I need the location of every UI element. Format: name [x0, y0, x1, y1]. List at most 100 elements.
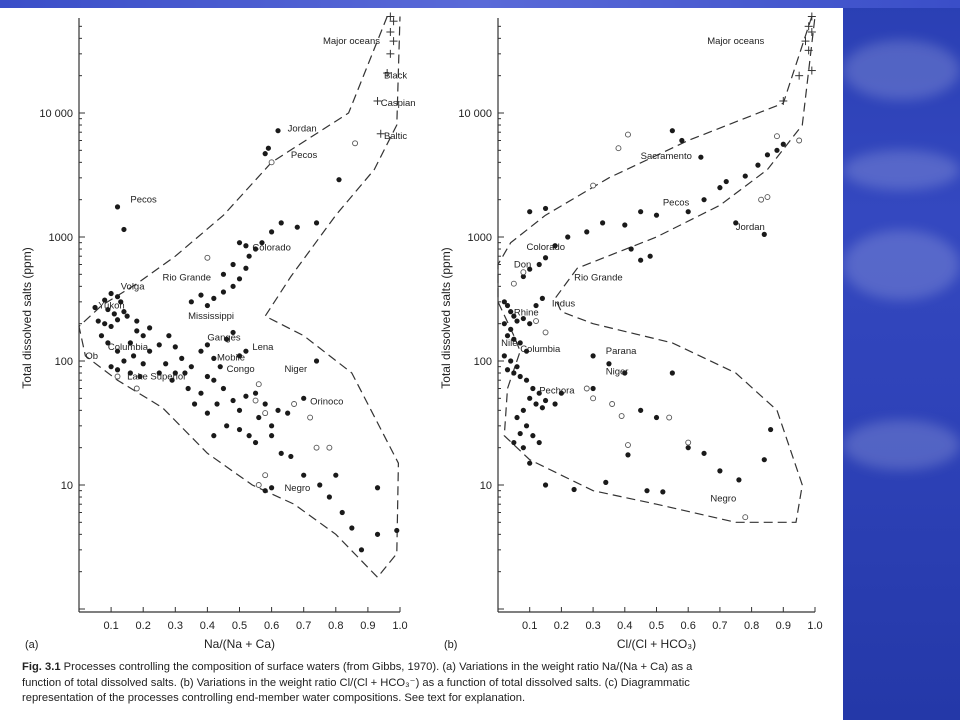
data-point-filled	[520, 445, 526, 451]
data-point-filled	[530, 385, 536, 392]
data-point-filled	[358, 547, 365, 553]
data-point-filled	[111, 311, 117, 317]
x-tick-label: 0.7	[712, 620, 727, 632]
data-point-filled	[504, 302, 511, 309]
data-point-open	[542, 329, 549, 336]
data-point-filled	[638, 209, 644, 215]
x-tick-label: 0.3	[168, 620, 183, 632]
data-point-filled	[108, 323, 114, 330]
data-point-filled	[603, 479, 609, 485]
data-point-open	[255, 482, 262, 488]
data-point-filled	[230, 397, 236, 404]
data-point-filled	[211, 295, 217, 301]
data-point-filled	[527, 266, 533, 272]
x-tick-label: 0.2	[136, 620, 151, 632]
data-point-filled	[511, 370, 517, 376]
data-point-filled	[108, 364, 114, 370]
data-point-filled	[278, 220, 284, 226]
data-point-filled	[764, 152, 771, 158]
y-axis-label: Total dissolved salts (ppm)	[20, 247, 34, 388]
y-tick-label: 10	[61, 480, 73, 492]
x-tick-label: 0.3	[585, 620, 600, 632]
data-point-filled	[514, 318, 520, 324]
data-point-filled	[625, 452, 631, 458]
data-point-open	[625, 442, 631, 448]
data-point-filled	[517, 430, 523, 437]
annotation-label: Niger	[284, 364, 307, 375]
caption-line-1: Fig. 3.1 Processes controlling the compo…	[22, 660, 837, 676]
data-point-filled	[198, 348, 204, 354]
annotation-label: Mississippi	[188, 311, 234, 322]
data-point-filled	[733, 220, 739, 226]
data-point-filled	[211, 433, 217, 439]
x-tick-label: 0.1	[522, 620, 537, 632]
data-point-filled	[204, 410, 210, 416]
data-point-filled	[236, 276, 243, 282]
data-point-open	[313, 444, 320, 451]
data-point-filled	[246, 433, 252, 439]
annotation-label: Rhine	[514, 308, 539, 319]
caption-fig-label: Fig. 3.1	[22, 661, 61, 673]
data-point-filled	[622, 222, 628, 228]
data-point-filled	[317, 482, 323, 488]
data-point-filled	[539, 405, 545, 411]
data-point-filled	[742, 173, 748, 179]
data-point-filled	[552, 243, 558, 249]
data-point-filled	[156, 342, 162, 348]
data-point-filled	[220, 385, 227, 392]
data-point-filled	[504, 367, 511, 373]
data-point-filled	[520, 273, 526, 280]
data-point-filled	[374, 531, 381, 537]
data-point-open	[758, 196, 765, 203]
data-point-filled	[114, 204, 121, 210]
data-point-filled	[92, 304, 98, 311]
data-point-filled	[584, 229, 590, 235]
data-point-open	[326, 444, 333, 451]
data-point-filled	[527, 395, 533, 401]
data-point-filled	[701, 197, 707, 203]
data-point-filled	[761, 231, 767, 237]
background-wave	[843, 40, 960, 100]
data-point-filled	[147, 325, 153, 331]
data-point-filled	[114, 294, 121, 300]
data-point-filled	[774, 147, 780, 153]
data-point-filled	[262, 151, 268, 157]
data-point-filled	[698, 154, 704, 160]
data-point-filled	[768, 426, 774, 433]
data-point-filled	[590, 353, 596, 359]
data-point-filled	[527, 460, 533, 466]
data-point-filled	[533, 302, 539, 309]
data-point-filled	[236, 407, 243, 413]
annotation-label: Ob	[85, 351, 98, 362]
data-point-filled	[137, 373, 143, 380]
data-point-open	[262, 472, 269, 479]
data-point-filled	[536, 439, 542, 446]
data-point-filled	[501, 299, 507, 305]
data-point-filled	[121, 226, 127, 233]
data-point-filled	[188, 364, 194, 370]
data-point-filled	[204, 302, 210, 309]
figure-caption: Fig. 3.1 Processes controlling the compo…	[22, 660, 837, 707]
annotation-label: Sacramento	[641, 151, 692, 162]
data-point-filled	[147, 348, 153, 354]
annotation-label: Indus	[552, 299, 575, 310]
data-point-open	[774, 133, 780, 140]
data-point-filled	[256, 414, 262, 421]
annotation-label: Pecos	[663, 197, 690, 208]
data-point-filled	[349, 525, 355, 531]
x-tick-label: 0.4	[200, 620, 215, 632]
data-point-filled	[301, 472, 307, 478]
chart-b: 0.1 0.2 0.3 0.4 0.5 0.6 0.7 0.8 0.9 1.0 10 100 1000 1…	[439, 12, 823, 651]
y-axis-label: Total dissolved salts (ppm)	[439, 247, 453, 388]
annotation-label: Colorado	[527, 242, 566, 253]
data-point-filled	[313, 220, 320, 226]
data-point-filled	[188, 299, 194, 305]
panel-label: (b)	[444, 639, 457, 651]
data-point-filled	[114, 317, 121, 323]
annotation-label: Colorado	[252, 243, 291, 254]
x-tick-label: 1.0	[807, 620, 822, 632]
data-point-filled	[533, 401, 539, 407]
data-point-filled	[236, 426, 243, 433]
data-point-open	[685, 439, 692, 446]
data-point-filled	[336, 177, 342, 183]
